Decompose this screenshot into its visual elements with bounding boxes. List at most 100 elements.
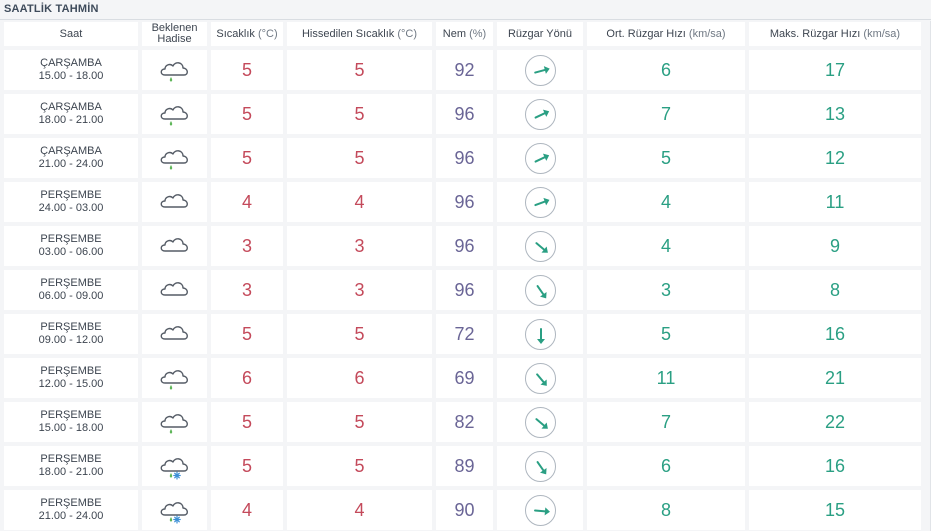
time-cell: ÇARŞAMBA 21.00 - 24.00: [4, 138, 138, 178]
max-wind-cell: 13: [749, 94, 921, 134]
humidity-value: 96: [454, 279, 475, 300]
humidity-cell: 96: [436, 270, 493, 310]
table-row: PERŞEMBE 18.00 - 21.00 5 5 89: [4, 446, 931, 486]
temperature-cell: 5: [211, 50, 283, 90]
feels-like-cell: 5: [287, 402, 432, 442]
avg-wind-value: 5: [660, 323, 671, 344]
max-wind-cell: 15: [749, 490, 921, 530]
humidity-cell: 90: [436, 490, 493, 530]
header-temperature-unit: (°C): [257, 27, 278, 40]
header-humidity-label: Nem: [442, 27, 467, 40]
wind-direction-indicator: [524, 142, 556, 174]
feels-like-value: 5: [354, 455, 365, 476]
max-wind-value: 16: [824, 455, 846, 476]
weather-event-cell: [142, 490, 207, 530]
feels-like-value: 5: [354, 411, 365, 432]
max-wind-value: 8: [829, 279, 840, 300]
feels-like-cell: 4: [287, 182, 432, 222]
hour-range-label: 09.00 - 12.00: [38, 334, 104, 346]
time-cell: ÇARŞAMBA 18.00 - 21.00: [4, 94, 138, 134]
table-row: ÇARŞAMBA 15.00 - 18.00 5 5 92: [4, 50, 931, 90]
avg-wind-cell: 6: [587, 446, 745, 486]
time-cell: ÇARŞAMBA 15.00 - 18.00: [4, 50, 138, 90]
wind-arrow-icon: [536, 327, 545, 344]
header-avg-wind: Ort. Rüzgar Hızı (km/sa): [587, 22, 745, 46]
avg-wind-cell: 6: [587, 50, 745, 90]
wind-arrow-icon: [534, 153, 549, 163]
humidity-value: 96: [454, 191, 475, 212]
avg-wind-cell: 3: [587, 270, 745, 310]
humidity-value: 90: [454, 499, 475, 520]
day-label: PERŞEMBE: [40, 321, 102, 333]
time-cell: PERŞEMBE 24.00 - 03.00: [4, 182, 138, 222]
header-wind-direction: Rüzgar Yönü: [497, 22, 583, 46]
weather-event-cell: [142, 182, 207, 222]
avg-wind-cell: 5: [587, 314, 745, 354]
weather-event-cell: [142, 314, 207, 354]
table-body: ÇARŞAMBA 15.00 - 18.00 5 5 92: [4, 50, 931, 530]
temperature-cell: 5: [211, 446, 283, 486]
header-event-line1: Beklenen: [151, 22, 198, 34]
avg-wind-cell: 11: [587, 358, 745, 398]
feels-like-value: 5: [354, 103, 365, 124]
max-wind-value: 12: [824, 147, 846, 168]
wind-arrow-icon: [534, 241, 548, 253]
wind-direction-cell: [497, 50, 583, 90]
time-cell: PERŞEMBE 06.00 - 09.00: [4, 270, 138, 310]
cloud-rain-icon: [160, 106, 188, 126]
time-cell: PERŞEMBE 03.00 - 06.00: [4, 226, 138, 266]
weather-event-cell: [142, 270, 207, 310]
wind-arrow-icon: [533, 65, 550, 74]
table-row: ÇARŞAMBA 21.00 - 24.00 5 5 96: [4, 138, 931, 178]
day-label: PERŞEMBE: [40, 497, 102, 509]
max-wind-cell: 21: [749, 358, 921, 398]
weather-event-cell: [142, 446, 207, 486]
header-time-label: Saat: [59, 27, 83, 40]
temperature-value: 5: [241, 103, 252, 124]
feels-like-cell: 5: [287, 446, 432, 486]
hour-range-label: 21.00 - 24.00: [38, 158, 104, 170]
hour-range-label: 18.00 - 21.00: [38, 114, 104, 126]
header-humidity: Nem (%): [436, 22, 493, 46]
wind-direction-cell: [497, 490, 583, 530]
table-row: PERŞEMBE 12.00 - 15.00 6 6 69: [4, 358, 931, 398]
avg-wind-value: 7: [660, 103, 671, 124]
max-wind-cell: 12: [749, 138, 921, 178]
avg-wind-value: 5: [660, 147, 671, 168]
temperature-cell: 3: [211, 270, 283, 310]
cloud-rain-icon: [160, 62, 188, 82]
header-temperature: Sıcaklık (°C): [211, 22, 283, 46]
wind-direction-cell: [497, 182, 583, 222]
cloud-icon: [160, 194, 188, 208]
max-wind-cell: 11: [749, 182, 921, 222]
max-wind-value: 13: [824, 103, 846, 124]
weather-event-cell: [142, 358, 207, 398]
table-header-row: Saat Beklenen Hadise Sıcaklık (°C) Hisse…: [4, 22, 931, 46]
day-label: PERŞEMBE: [40, 409, 102, 421]
wind-arrow-icon: [536, 460, 547, 474]
max-wind-cell: 16: [749, 446, 921, 486]
humidity-cell: 82: [436, 402, 493, 442]
avg-wind-cell: 4: [587, 182, 745, 222]
wind-arrow-icon: [534, 109, 549, 119]
wind-arrow-icon: [535, 372, 547, 386]
wind-direction-indicator: [524, 98, 556, 130]
max-wind-value: 22: [824, 411, 846, 432]
hourly-forecast-table: Saat Beklenen Hadise Sıcaklık (°C) Hisse…: [4, 22, 931, 530]
max-wind-value: 21: [824, 367, 846, 388]
wind-direction-cell: [497, 94, 583, 134]
cloud-rain-icon: [160, 370, 188, 390]
hour-range-label: 12.00 - 15.00: [38, 378, 104, 390]
wind-direction-indicator: [524, 362, 556, 394]
cloud-icon: [160, 238, 188, 252]
header-max-wind: Maks. Rüzgar Hızı (km/sa): [749, 22, 921, 46]
avg-wind-value: 6: [660, 59, 671, 80]
max-wind-value: 15: [824, 499, 846, 520]
weather-event-cell: [142, 402, 207, 442]
feels-like-value: 4: [354, 499, 365, 520]
day-label: PERŞEMBE: [40, 233, 102, 245]
table-row: PERŞEMBE 24.00 - 03.00 4 4 96: [4, 182, 931, 222]
feels-like-value: 6: [354, 367, 365, 388]
wind-arrow-icon: [533, 506, 550, 515]
